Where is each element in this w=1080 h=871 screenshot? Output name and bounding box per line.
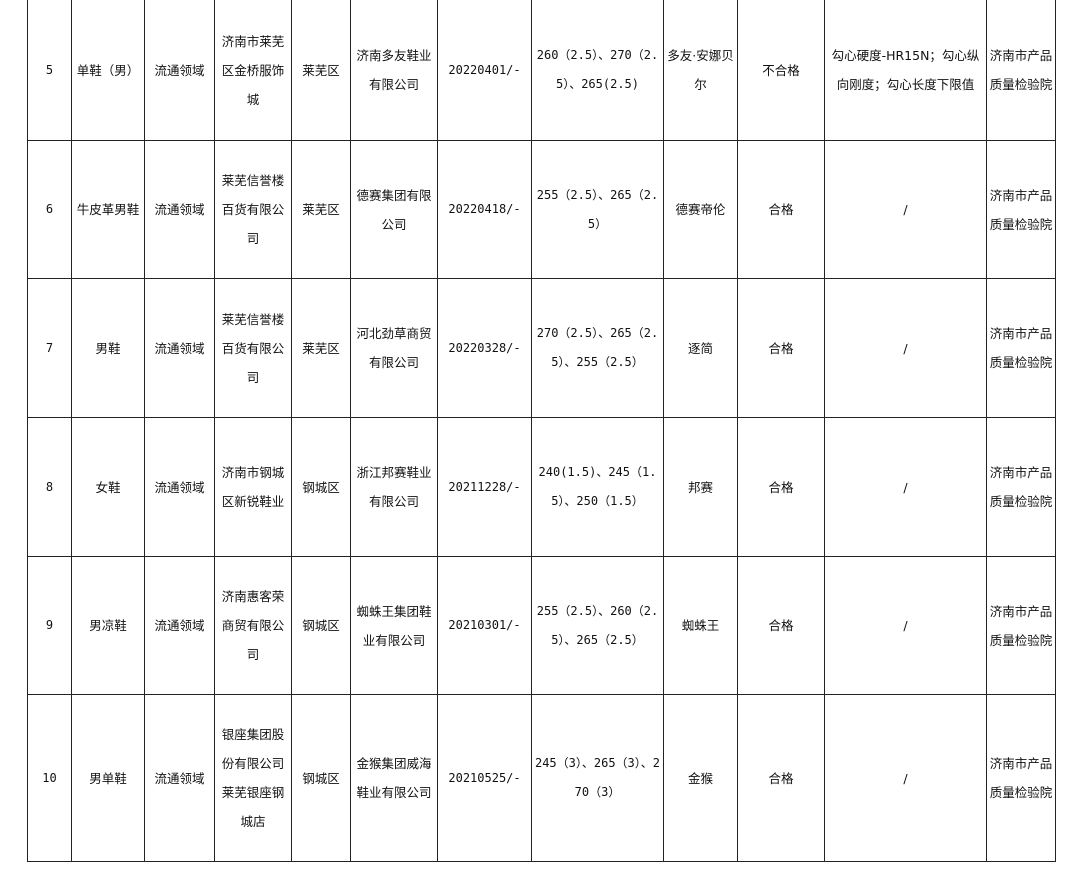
production-date-cell: 20220401/- xyxy=(437,0,532,141)
row-number-cell: 6 xyxy=(27,140,72,279)
result-cell: 合格 xyxy=(737,417,825,557)
brand-cell: 蜘蛛王 xyxy=(663,556,738,695)
manufacturer-cell: 金猴集团威海鞋业有限公司 xyxy=(350,694,438,862)
district-cell: 钢城区 xyxy=(291,694,351,862)
testing-agency-cell: 济南市产品质量检验院 xyxy=(986,278,1056,418)
product-name-cell: 男凉鞋 xyxy=(71,556,145,695)
testing-agency-cell: 济南市产品质量检验院 xyxy=(986,140,1056,279)
product-name-cell: 女鞋 xyxy=(71,417,145,557)
table-row: 8 女鞋 流通领域 济南市钢城区新锐鞋业 钢城区 浙江邦赛鞋业有限公司 20211228/-… xyxy=(27,417,1056,557)
seller-name-cell: 济南惠客荣商贸有限公司 xyxy=(214,556,292,695)
failed-items-cell: / xyxy=(824,694,987,862)
sampling-field-cell: 流通领域 xyxy=(144,694,215,862)
failed-items-cell: / xyxy=(824,278,987,418)
seller-name-cell: 莱芜信誉楼百货有限公司 xyxy=(214,278,292,418)
seller-name-cell: 济南市莱芜区金桥服饰城 xyxy=(214,0,292,141)
manufacturer-cell: 蜘蛛王集团鞋业有限公司 xyxy=(350,556,438,695)
specification-cell: 245（3）、265（3）、270（3） xyxy=(531,694,664,862)
brand-cell: 邦赛 xyxy=(663,417,738,557)
sampling-field-cell: 流通领域 xyxy=(144,278,215,418)
district-cell: 莱芜区 xyxy=(291,278,351,418)
specification-cell: 240(1.5)、245（1.5）、250（1.5） xyxy=(531,417,664,557)
district-cell: 钢城区 xyxy=(291,417,351,557)
product-name-cell: 牛皮革男鞋 xyxy=(71,140,145,279)
table-row: 6 牛皮革男鞋 流通领域 莱芜信誉楼百货有限公司 莱芜区 德赛集团有限公司 20220418… xyxy=(27,140,1056,279)
seller-name-cell: 莱芜信誉楼百货有限公司 xyxy=(214,140,292,279)
district-cell: 钢城区 xyxy=(291,556,351,695)
product-name-cell: 男鞋 xyxy=(71,278,145,418)
specification-cell: 255（2.5）、260（2.5）、265（2.5） xyxy=(531,556,664,695)
production-date-cell: 20211228/- xyxy=(437,417,532,557)
sampling-field-cell: 流通领域 xyxy=(144,140,215,279)
district-cell: 莱芜区 xyxy=(291,140,351,279)
production-date-cell: 20220418/- xyxy=(437,140,532,279)
sampling-field-cell: 流通领域 xyxy=(144,0,215,141)
testing-agency-cell: 济南市产品质量检验院 xyxy=(986,694,1056,862)
manufacturer-cell: 河北劲草商贸有限公司 xyxy=(350,278,438,418)
row-number-cell: 8 xyxy=(27,417,72,557)
brand-cell: 多友·安娜贝尔 xyxy=(663,0,738,141)
manufacturer-cell: 浙江邦赛鞋业有限公司 xyxy=(350,417,438,557)
table-row: 10 男单鞋 流通领域 银座集团股份有限公司莱芜银座钢城店 钢城区 金猴集团威海鞋业有限公… xyxy=(27,694,1056,862)
failed-items-cell: / xyxy=(824,140,987,279)
manufacturer-cell: 德赛集团有限公司 xyxy=(350,140,438,279)
testing-agency-cell: 济南市产品质量检验院 xyxy=(986,556,1056,695)
seller-name-cell: 济南市钢城区新锐鞋业 xyxy=(214,417,292,557)
testing-agency-cell: 济南市产品质量检验院 xyxy=(986,417,1056,557)
result-cell: 合格 xyxy=(737,140,825,279)
production-date-cell: 20210525/- xyxy=(437,694,532,862)
row-number-cell: 7 xyxy=(27,278,72,418)
testing-agency-cell: 济南市产品质量检验院 xyxy=(986,0,1056,141)
result-cell: 合格 xyxy=(737,278,825,418)
row-number-cell: 5 xyxy=(27,0,72,141)
row-number-cell: 10 xyxy=(27,694,72,862)
failed-items-cell: / xyxy=(824,556,987,695)
production-date-cell: 20220328/- xyxy=(437,278,532,418)
result-cell: 不合格 xyxy=(737,0,825,141)
result-cell: 合格 xyxy=(737,556,825,695)
seller-name-cell: 银座集团股份有限公司莱芜银座钢城店 xyxy=(214,694,292,862)
sampling-field-cell: 流通领域 xyxy=(144,417,215,557)
table-row: 7 男鞋 流通领域 莱芜信誉楼百货有限公司 莱芜区 河北劲草商贸有限公司 20220328/… xyxy=(27,278,1056,418)
manufacturer-cell: 济南多友鞋业有限公司 xyxy=(350,0,438,141)
table-row: 5 单鞋（男） 流通领域 济南市莱芜区金桥服饰城 莱芜区 济南多友鞋业有限公司 202204… xyxy=(27,0,1056,141)
product-name-cell: 单鞋（男） xyxy=(71,0,145,141)
production-date-cell: 20210301/- xyxy=(437,556,532,695)
table-row: 9 男凉鞋 流通领域 济南惠客荣商贸有限公司 钢城区 蜘蛛王集团鞋业有限公司 2021030… xyxy=(27,556,1056,695)
specification-cell: 255（2.5）、265（2.5） xyxy=(531,140,664,279)
specification-cell: 260（2.5）、270（2.5）、265(2.5) xyxy=(531,0,664,141)
inspection-results-table: 5 单鞋（男） 流通领域 济南市莱芜区金桥服饰城 莱芜区 济南多友鞋业有限公司 202204… xyxy=(27,0,1056,862)
result-cell: 合格 xyxy=(737,694,825,862)
district-cell: 莱芜区 xyxy=(291,0,351,141)
specification-cell: 270（2.5）、265（2.5）、255（2.5） xyxy=(531,278,664,418)
sampling-field-cell: 流通领域 xyxy=(144,556,215,695)
row-number-cell: 9 xyxy=(27,556,72,695)
failed-items-cell: 勾心硬度-HR15N；勾心纵向刚度；勾心长度下限值 xyxy=(824,0,987,141)
product-name-cell: 男单鞋 xyxy=(71,694,145,862)
brand-cell: 德赛帝伦 xyxy=(663,140,738,279)
brand-cell: 金猴 xyxy=(663,694,738,862)
failed-items-cell: / xyxy=(824,417,987,557)
brand-cell: 逐简 xyxy=(663,278,738,418)
